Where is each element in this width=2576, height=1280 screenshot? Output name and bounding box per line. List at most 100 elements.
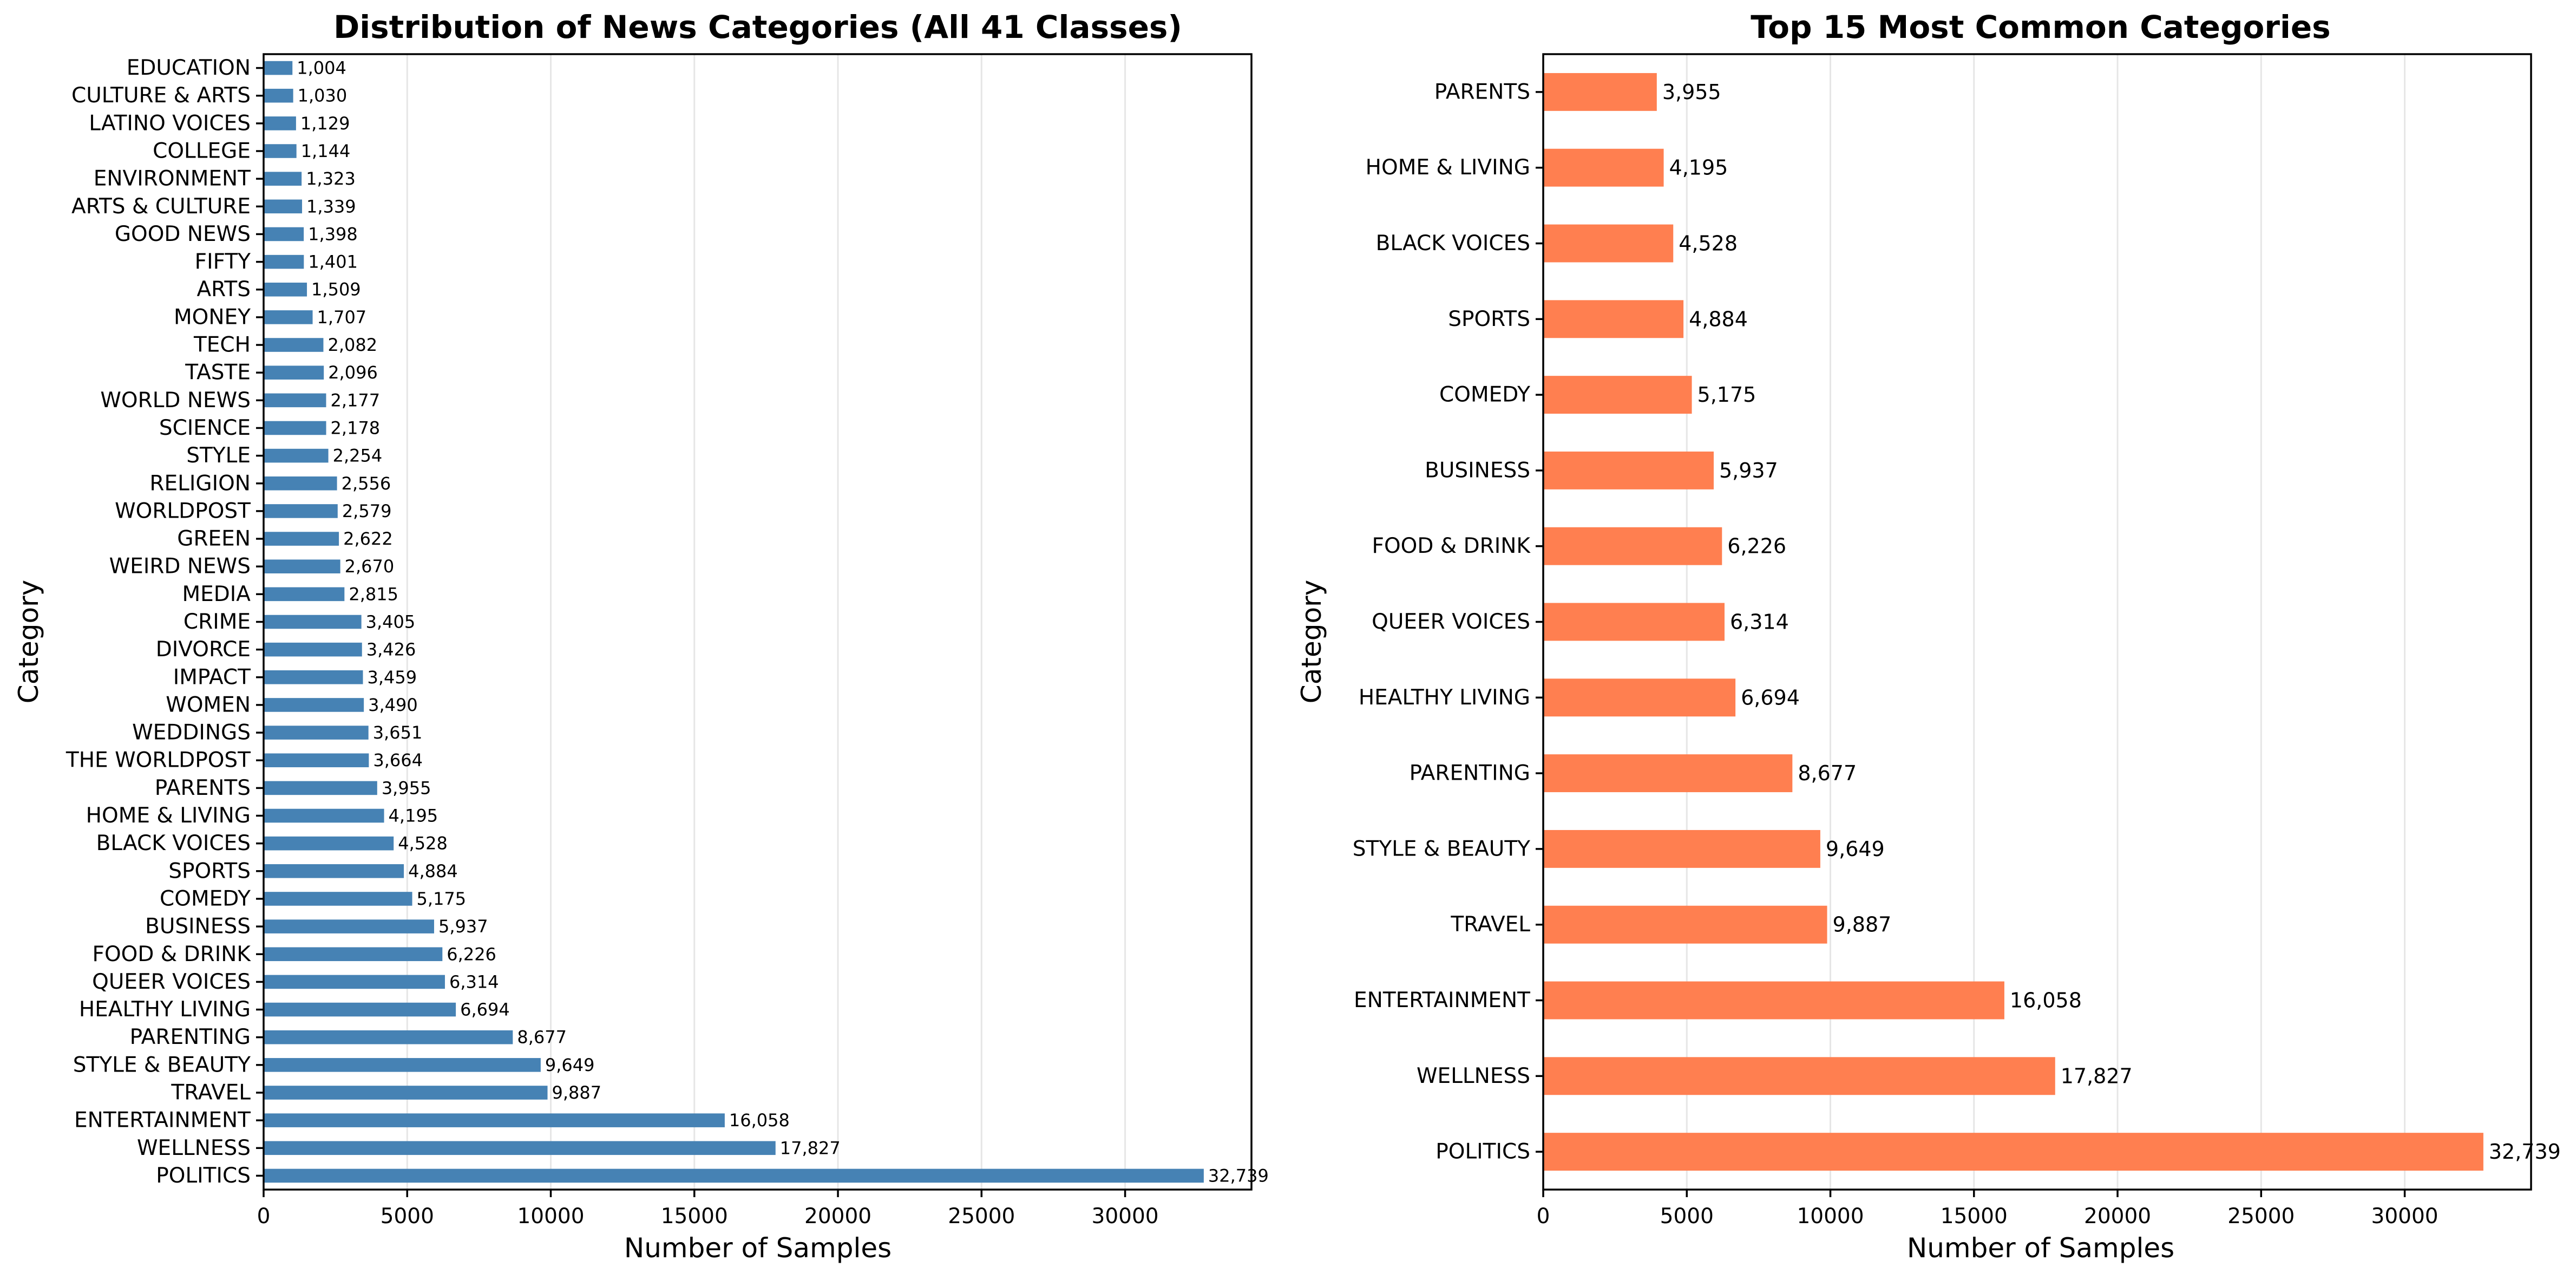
x-tick-label-10000: 10000	[1797, 1204, 1864, 1229]
bar-latino-voices	[264, 116, 296, 130]
x-tick-label-0: 0	[1537, 1204, 1550, 1229]
value-label-wellness: 17,827	[780, 1138, 841, 1158]
plot-frame-top-15	[1542, 53, 2532, 1191]
y-tick-label-impact: IMPACT	[173, 665, 251, 689]
y-tick-label-black-voices: BLACK VOICES	[96, 831, 251, 855]
y-tick-label-latino-voices: LATINO VOICES	[89, 111, 251, 135]
y-tick-label-food-and-drink: FOOD & DRINK	[93, 942, 252, 966]
y-tick-label-queer-voices: QUEER VOICES	[92, 970, 251, 994]
bar-home-and-living	[1543, 148, 1664, 187]
y-tick-label-college: COLLEGE	[153, 139, 251, 164]
y-tick-label-style-and-beauty: STYLE & BEAUTY	[1353, 837, 1530, 861]
bar-parents	[264, 781, 377, 795]
bar-comedy	[264, 892, 412, 906]
y-tick-label-business: BUSINESS	[1425, 458, 1530, 482]
y-tick-label-crime: CRIME	[183, 610, 251, 634]
bar-style	[264, 448, 329, 463]
bar-queer-voices	[1543, 603, 1725, 641]
bar-fifty	[264, 254, 304, 269]
value-label-weird-news: 2,670	[345, 556, 395, 577]
chart-title-all-categories: Distribution of News Categories (All 41 …	[333, 9, 1182, 45]
bar-college	[264, 144, 297, 158]
x-tick-label-30000: 30000	[2371, 1204, 2439, 1229]
x-tick-label-10000: 10000	[517, 1204, 584, 1229]
value-label-home-and-living: 4,195	[389, 806, 438, 826]
bar-worldpost	[264, 504, 338, 518]
bar-entertainment	[1543, 981, 2004, 1020]
bar-good-news	[264, 227, 304, 241]
bar-wellness	[264, 1141, 776, 1155]
chart-all-categories: Distribution of News Categories (All 41 …	[13, 9, 1269, 1264]
bar-money	[264, 310, 313, 324]
x-tick-label-25000: 25000	[2227, 1204, 2295, 1229]
value-label-money: 1,707	[317, 307, 367, 328]
bar-home-and-living	[264, 808, 384, 823]
bar-religion	[264, 476, 337, 491]
value-label-comedy: 5,175	[417, 889, 467, 909]
bar-food-and-drink	[1543, 527, 1722, 565]
x-tick-label-20000: 20000	[2084, 1204, 2151, 1229]
y-tick-label-education: EDUCATION	[127, 56, 251, 80]
value-label-college: 1,144	[301, 141, 351, 161]
value-labels-all-categories: 32,739 17,827 16,058 9,887 9,649 8,677 6,694 6,…	[297, 58, 1269, 1186]
value-label-style-and-beauty: 9,649	[545, 1055, 595, 1075]
value-label-the-worldpost: 3,664	[373, 750, 423, 770]
value-label-arts-and-culture: 1,339	[306, 196, 356, 217]
y-tick-label-sports: SPORTS	[168, 859, 251, 883]
y-tick-label-money: MONEY	[174, 305, 251, 329]
value-label-healthy-living: 6,694	[1741, 685, 1800, 709]
value-label-parents: 3,955	[1662, 80, 1721, 104]
bar-politics	[1543, 1133, 2483, 1171]
bar-green	[264, 532, 339, 546]
value-label-environment: 1,323	[306, 168, 356, 189]
x-tick-label-15000: 15000	[1941, 1204, 2008, 1229]
value-label-business: 5,937	[438, 916, 488, 937]
value-labels-top-15: 32,739 17,827 16,058 9,887 9,649 8,677 6,694 6,…	[1662, 80, 2561, 1164]
value-label-politics: 32,739	[2489, 1140, 2561, 1164]
y-tick-label-science: SCIENCE	[159, 416, 251, 440]
value-label-politics: 32,739	[1208, 1165, 1269, 1186]
plot-frame-all-categories	[263, 53, 1253, 1191]
value-label-media: 2,815	[349, 584, 398, 604]
value-label-wellness: 17,827	[2061, 1064, 2133, 1088]
y-tick-label-media: MEDIA	[182, 582, 251, 606]
y-tick-label-weddings: WEDDINGS	[132, 721, 251, 745]
y-axis-all-categories: POLITICS WELLNESS ENTERTAINMENT TRAVEL STYLE…	[65, 56, 264, 1188]
y-tick-label-sports: SPORTS	[1448, 307, 1530, 331]
bar-healthy-living	[1543, 678, 1736, 717]
bar-politics	[264, 1168, 1204, 1183]
bar-travel	[1543, 905, 1827, 944]
y-tick-label-black-voices: BLACK VOICES	[1376, 231, 1530, 256]
value-label-fifty: 1,401	[308, 252, 358, 272]
value-label-arts: 1,509	[311, 279, 361, 300]
y-tick-label-arts-and-culture: ARTS & CULTURE	[71, 194, 251, 219]
value-label-culture-and-arts: 1,030	[298, 86, 348, 106]
y-tick-label-world-news: WORLD NEWS	[100, 388, 251, 413]
bar-comedy	[1543, 376, 1692, 414]
chart-title-top-15: Top 15 Most Common Categories	[1751, 9, 2330, 45]
value-label-parents: 3,955	[382, 778, 431, 798]
x-axis-all-categories: 0 5000 10000 15000 20000 25000 30000	[257, 1190, 1159, 1229]
value-label-science: 2,178	[331, 417, 381, 438]
y-tick-label-wellness: WELLNESS	[1417, 1064, 1530, 1088]
bar-women	[264, 698, 364, 712]
bar-taste	[264, 365, 324, 380]
bar-world-news	[264, 393, 326, 408]
bar-culture-and-arts	[264, 88, 293, 103]
y-tick-label-divorce: DIVORCE	[156, 637, 251, 662]
y-tick-label-healthy-living: HEALTHY LIVING	[1359, 685, 1530, 710]
value-label-style-and-beauty: 9,649	[1826, 837, 1885, 861]
y-tick-label-worldpost: WORLDPOST	[115, 499, 251, 523]
y-tick-label-style: STYLE	[186, 443, 251, 468]
y-tick-label-parents: PARENTS	[1434, 80, 1530, 104]
bars-top-15	[1543, 73, 2483, 1171]
value-label-worldpost: 2,579	[342, 501, 392, 521]
chart-top-15: Top 15 Most Common Categories Number of …	[1296, 9, 2561, 1264]
y-tick-label-tech: TECH	[193, 333, 251, 357]
bar-healthy-living	[264, 1002, 456, 1017]
bar-arts-and-culture	[264, 199, 303, 214]
x-tick-label-15000: 15000	[661, 1204, 728, 1229]
value-label-style: 2,254	[333, 446, 383, 466]
bar-food-and-drink	[264, 947, 443, 962]
y-axis-label-top-15: Category	[1296, 580, 1327, 703]
